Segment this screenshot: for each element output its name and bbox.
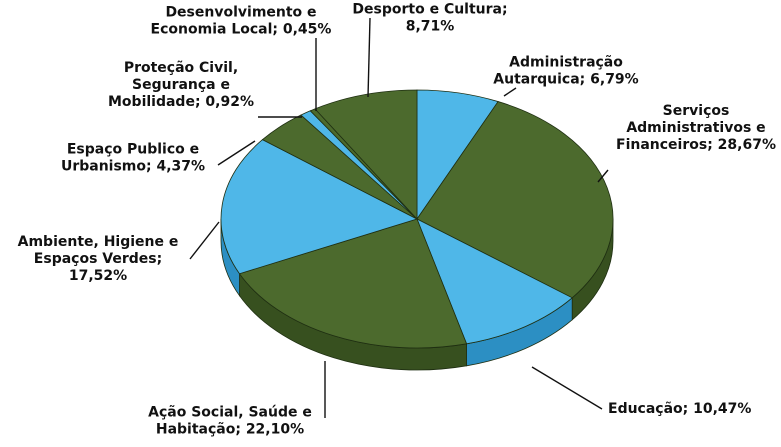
slice-label-line: Habitação; 22,10% (156, 422, 304, 438)
leader-line-8 (367, 17, 371, 98)
pie-slice-4 (220, 139, 419, 275)
slice-label-line: Economia Local; 0,45% (151, 22, 332, 38)
slice-label-line: Urbanismo; 4,37% (61, 159, 205, 175)
slice-label-line: Serviços (663, 103, 730, 119)
leader-line-2 (531, 366, 603, 410)
slice-label-group-3: Ação Social, Saúde e Habitação; 22,10% (148, 361, 326, 438)
slice-label-2: Educação; 10,47% (608, 401, 751, 417)
slice-label-line: Segurança e (132, 77, 230, 93)
slice-label-line: 8,71% (406, 19, 455, 35)
slice-label-line: Desporto e Cultura; (352, 2, 507, 18)
pie-labels: Administração Autarquica; 6,79%Serviços Ad… (18, 2, 776, 438)
slice-label-line: Espaços Verdes; (34, 251, 162, 267)
slice-label-group-7: Desenvolvimento e Economia Local; 0,45% (151, 5, 332, 111)
pie-slice-1 (416, 101, 614, 299)
slice-label-1: Serviços Administrativos e Financeiros; 28… (616, 103, 776, 153)
slice-label-7: Desenvolvimento e Economia Local; 0,45% (151, 5, 332, 38)
slice-label-line: 17,52% (69, 268, 127, 284)
slice-label-line: Desenvolvimento e (165, 5, 316, 21)
slice-label-line: Administração (509, 55, 623, 71)
slice-label-3: Ação Social, Saúde e Habitação; 22,10% (148, 405, 312, 438)
slice-label-group-6: Proteção Civil, Segurança e Mobilidade; 0,… (108, 60, 302, 118)
slice-label-line: Espaço Publico e (67, 142, 199, 158)
pie-slice-8 (314, 89, 418, 221)
leader-line-0 (503, 87, 517, 97)
slice-label-group-4: Ambiente, Higiene e Espaços Verdes; 17,52% (18, 221, 220, 284)
slice-label-line: Educação; 10,47% (608, 401, 751, 417)
slice-label-group-2: Educação; 10,47% (531, 366, 751, 417)
slice-label-line: Autarquica; 6,79% (493, 72, 638, 88)
slice-label-line: Ação Social, Saúde e (148, 405, 312, 421)
slice-label-5: Espaço Publico e Urbanismo; 4,37% (61, 142, 205, 175)
slice-label-group-0: Administração Autarquica; 6,79% (493, 55, 639, 97)
slice-label-group-8: Desporto e Cultura; 8,71% (352, 2, 508, 98)
leader-line-5 (217, 140, 256, 166)
leader-line-4 (189, 221, 220, 260)
slice-label-line: Mobilidade; 0,92% (108, 94, 254, 110)
slice-label-group-5: Espaço Publico e Urbanismo; 4,37% (61, 140, 256, 175)
slice-label-line: Administrativos e (626, 120, 765, 136)
pie-slices (220, 89, 614, 349)
slice-label-group-1: Serviços Administrativos e Financeiros; 28… (597, 103, 776, 183)
slice-label-line: Proteção Civil, (124, 60, 238, 76)
slice-label-8: Desporto e Cultura; 8,71% (352, 2, 507, 35)
pie-slice-2 (416, 218, 573, 345)
slice-label-line: Financeiros; 28,67% (616, 137, 776, 153)
slice-label-0: Administração Autarquica; 6,79% (493, 55, 638, 88)
leader-line-1 (597, 169, 609, 183)
pie-slice-3 (238, 218, 468, 349)
slice-label-6: Proteção Civil, Segurança e Mobilidade; 0,… (108, 60, 254, 110)
slice-label-line: Ambiente, Higiene e (18, 234, 179, 250)
slice-label-4: Ambiente, Higiene e Espaços Verdes; 17,52% (18, 234, 179, 284)
